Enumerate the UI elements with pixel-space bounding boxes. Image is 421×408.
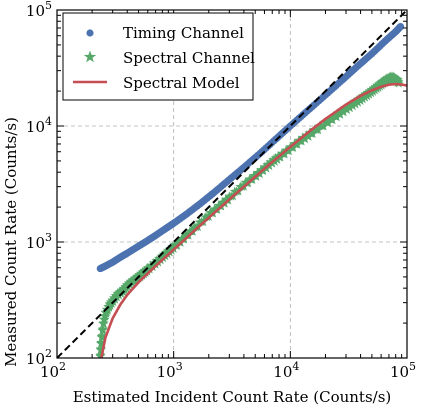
legend-marker-star [83,50,97,63]
spectral-point [96,337,107,347]
series-spectral [95,71,404,358]
y-tick-label: 102 [26,347,52,368]
data-layer [57,10,407,358]
plot-area [57,10,407,358]
spectral-point [99,314,110,325]
x-tick-label: 103 [157,360,183,381]
legend-entry-model: Spectral Model [73,74,240,92]
plot-frame [56,9,408,359]
unity-line [57,10,407,358]
spectral-point [98,318,109,328]
legend-entry-spectral: Spectral Channel [83,49,255,67]
spectral-point [327,114,338,125]
x-tick-label: 104 [273,360,299,381]
tick-layer: 102 103 104 105 102 103 104 105 [26,0,416,381]
y-axis-label: Measured Count Rate (Counts/s) [2,117,20,367]
spectral-point [283,145,294,156]
spectral-point [95,350,106,358]
spectral-point [318,121,329,131]
spectral-point [307,128,318,139]
timing-point [396,22,405,31]
legend-entry-timing: Timing Channel [86,24,244,42]
model-line [100,82,407,358]
spectral-point [288,142,299,153]
spectral-point [393,78,404,88]
spectral-point [97,330,108,341]
legend-label: Spectral Channel [123,49,255,67]
spectral-point [275,152,286,162]
spectral-point [96,343,106,354]
x-axis-label: Estimated Incident Count Rate (Counts/s) [73,388,392,406]
y-tick-label: 105 [26,0,52,20]
legend-label: Timing Channel [123,24,244,42]
spectral-point [313,124,324,135]
legend: Timing Channel Spectral Channel Spectral… [62,12,255,101]
legend-label: Spectral Model [123,74,240,92]
spectral-point [323,117,334,128]
spectral-point [279,149,290,159]
y-tick-label: 104 [26,115,52,136]
x-tick-label: 105 [390,360,416,381]
spectral-point [97,323,108,334]
spectral-point [292,139,303,149]
legend-marker-circle [86,29,94,37]
y-tick-label: 103 [26,231,52,252]
legend-box [62,12,254,101]
series-timing [96,22,405,273]
x-tick-label: 102 [40,360,66,381]
